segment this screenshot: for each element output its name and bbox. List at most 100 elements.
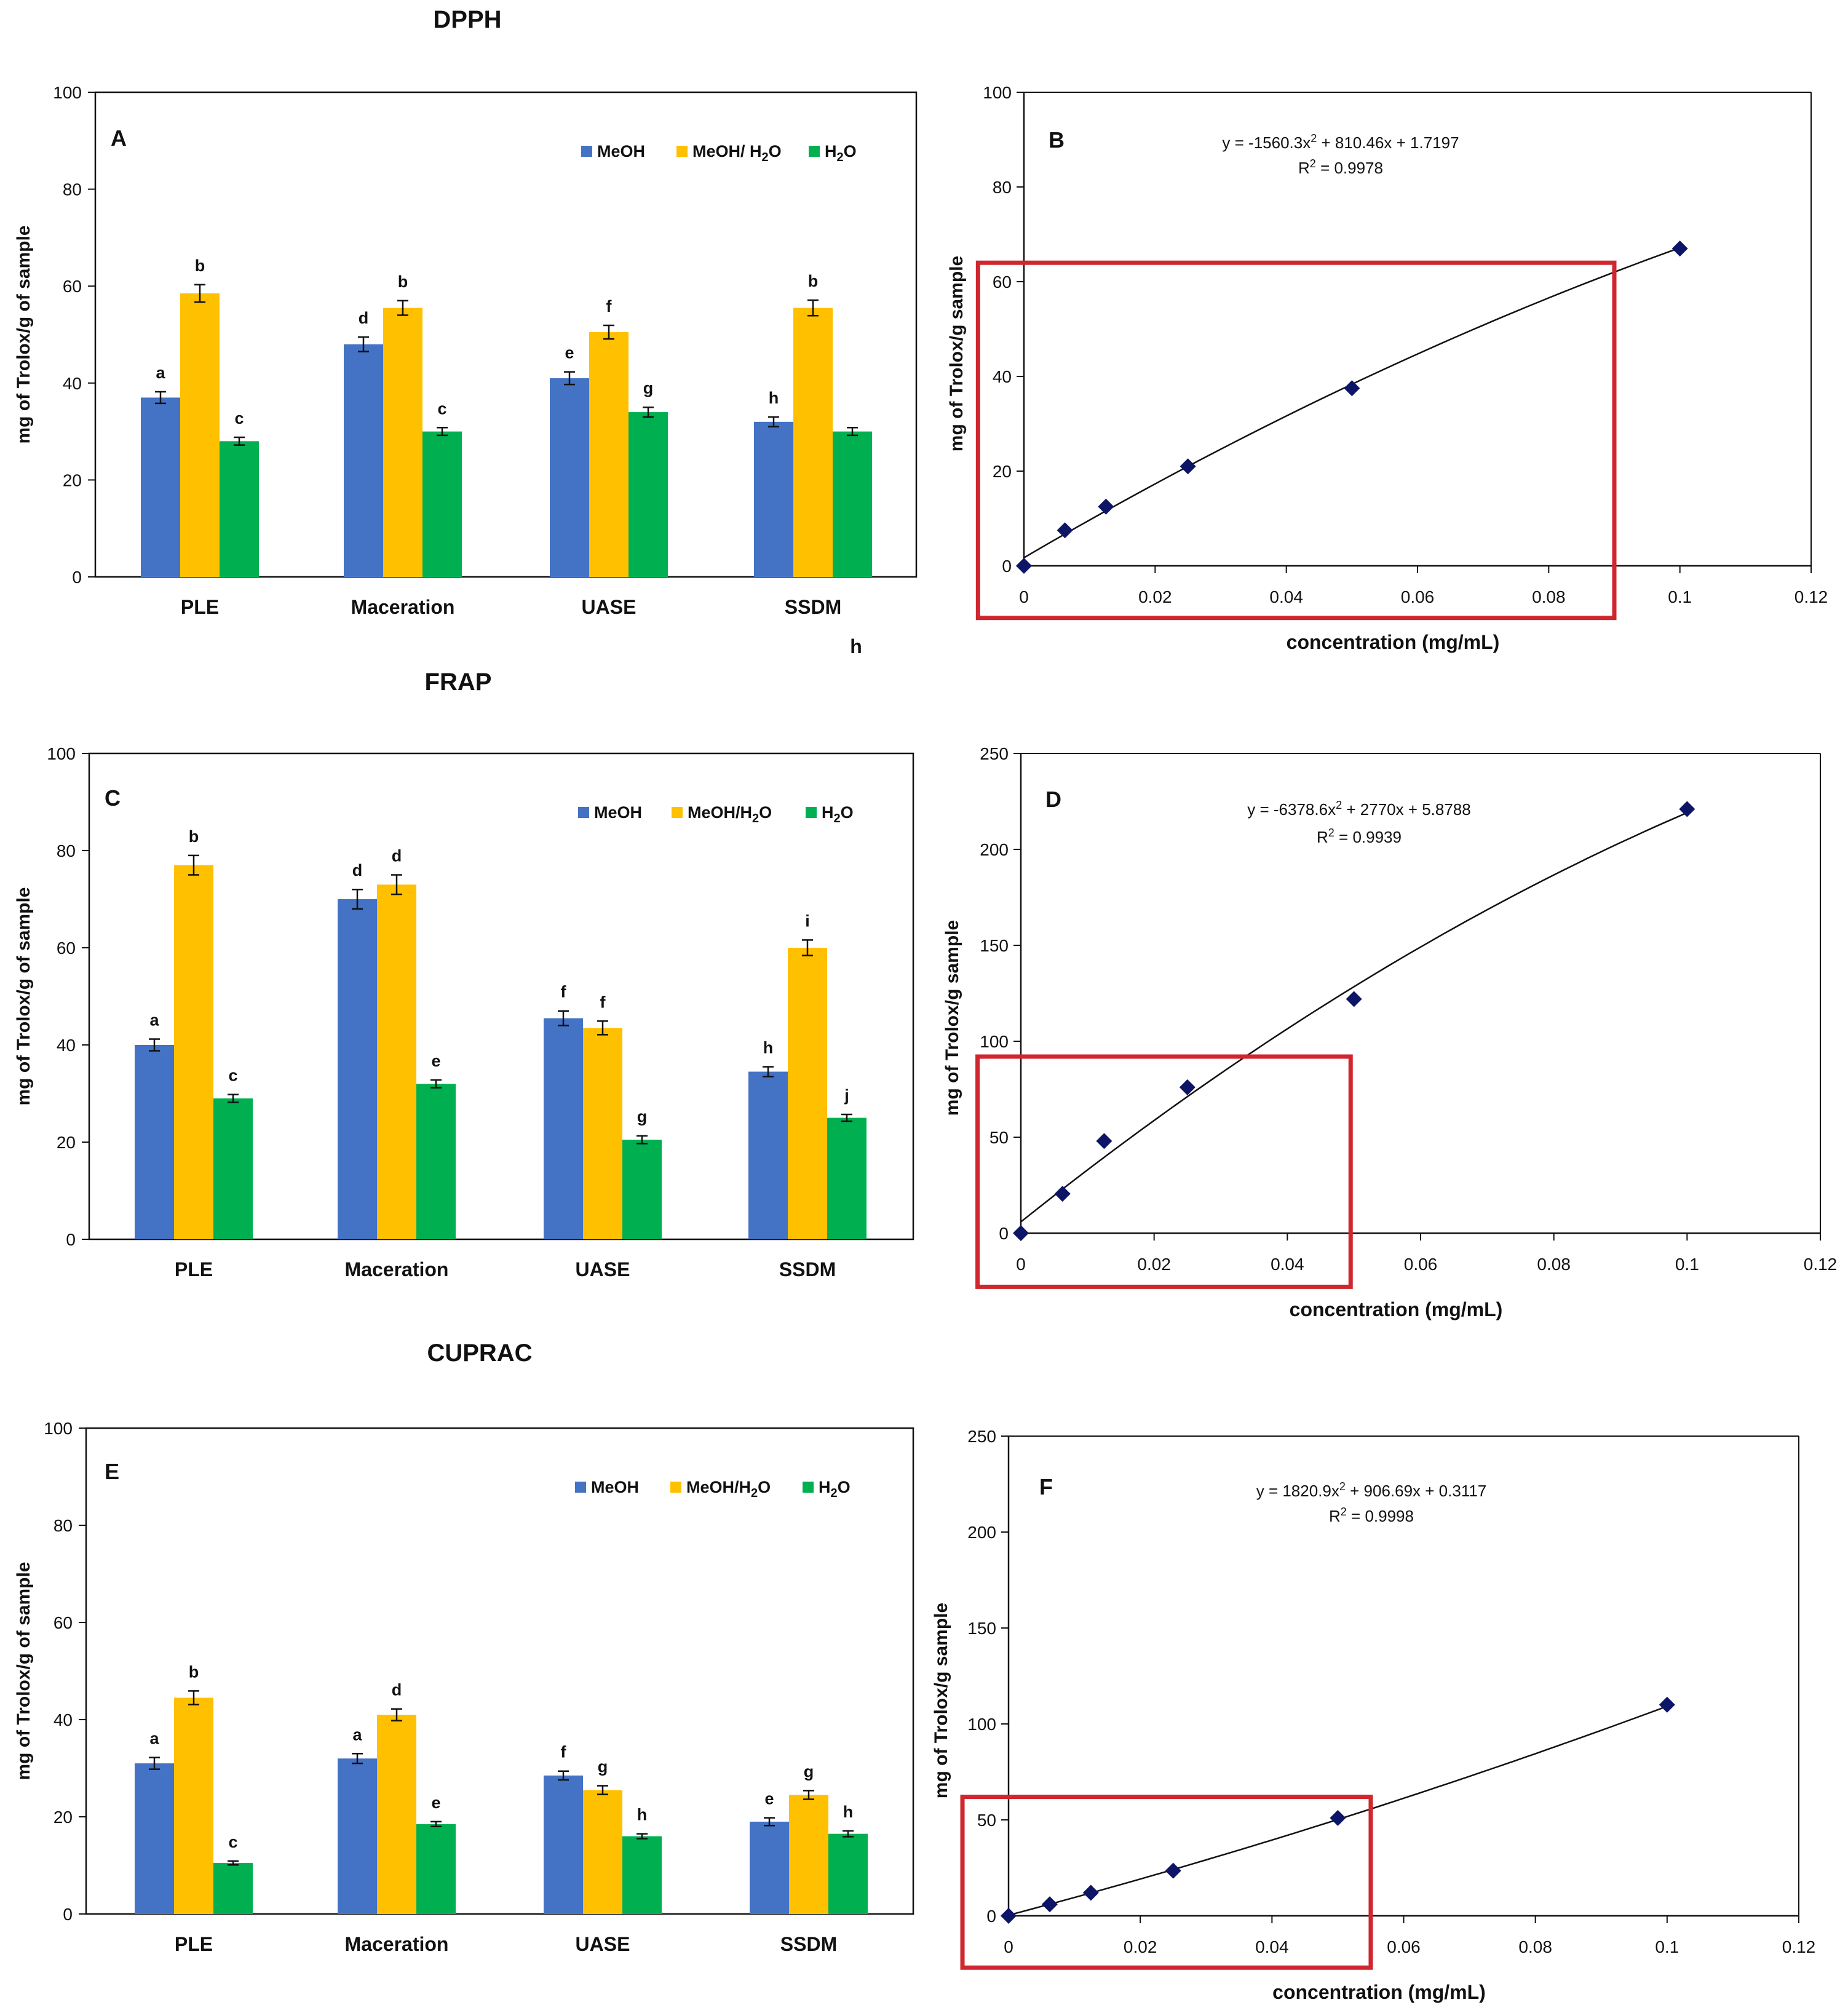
y-tick-label: 100 xyxy=(967,1715,996,1734)
plot-frame xyxy=(94,91,918,578)
y-tick-label: 100 xyxy=(980,1032,1009,1051)
legend-label: MeOH/H2O xyxy=(686,1478,771,1500)
plot-frame xyxy=(85,1427,914,1915)
x-tick-label: 0.02 xyxy=(1137,1255,1171,1274)
bar xyxy=(174,1697,213,1914)
significance-letter: h xyxy=(843,1803,854,1821)
y-tick-label: 250 xyxy=(967,1427,996,1446)
y-tick-label: 100 xyxy=(47,744,76,763)
legend-swatch xyxy=(670,1482,681,1493)
bar xyxy=(788,948,827,1239)
stray-label-h: h xyxy=(850,635,862,657)
fit-equation: y = -6378.6x2​ + 2770x + 5.8788 xyxy=(1247,799,1470,819)
data-point xyxy=(1057,522,1073,539)
bar xyxy=(180,293,220,577)
bar xyxy=(827,1118,866,1239)
legend-label: H2O xyxy=(819,1478,851,1500)
y-tick-label: 40 xyxy=(993,367,1012,386)
data-point xyxy=(1679,801,1695,817)
significance-letter: a xyxy=(156,363,165,382)
significance-letter: f xyxy=(606,297,613,316)
y-tick-label: 20 xyxy=(63,470,82,490)
data-point xyxy=(1082,1884,1099,1901)
data-point xyxy=(1180,458,1196,475)
data-point xyxy=(1346,991,1362,1007)
fit-r-squared: R2​ = 0.9998 xyxy=(1329,1506,1414,1525)
bar xyxy=(750,1821,789,1914)
x-tick-label: 0.08 xyxy=(1537,1255,1571,1274)
highlight-box xyxy=(975,260,1617,621)
y-axis-label: mg of Trolox/g sample xyxy=(946,256,967,451)
x-axis-label: concentration (mg/mL) xyxy=(1287,631,1500,653)
y-tick-label: 100 xyxy=(53,83,82,102)
data-point xyxy=(1054,1186,1071,1202)
bar xyxy=(833,431,872,577)
scatter-chart-D: 0 50 100 150 200 250 0 0.02 0.04 0.06 0.08 0.1 0.12 c… xyxy=(942,744,1837,1320)
fit-r-squared: R2​ = 0.9978 xyxy=(1298,157,1383,177)
panel-letter: A xyxy=(111,125,127,151)
significance-letter: i xyxy=(805,911,810,930)
bar xyxy=(383,308,422,577)
y-tick-label: 40 xyxy=(57,1036,76,1055)
bar xyxy=(213,1098,253,1239)
significance-letter: f xyxy=(561,983,567,1001)
y-tick-label: 20 xyxy=(993,462,1012,481)
legend-swatch xyxy=(578,807,589,818)
x-tick-label: 0.04 xyxy=(1271,1255,1304,1274)
bar xyxy=(141,397,180,577)
panel-letter: D xyxy=(1045,787,1061,812)
bar xyxy=(544,1775,583,1914)
y-tick-label: 200 xyxy=(967,1523,996,1542)
significance-letter: h xyxy=(763,1039,774,1057)
y-tick-label: 80 xyxy=(993,178,1012,197)
significance-letter: d xyxy=(352,861,363,879)
y-tick-label: 0 xyxy=(999,1224,1009,1243)
bar xyxy=(416,1824,456,1914)
y-tick-label: 20 xyxy=(54,1808,73,1827)
y-tick-label: 60 xyxy=(993,272,1012,292)
y-axis-label: mg of Trolox/g of sample xyxy=(14,887,34,1105)
y-tick-label: 60 xyxy=(57,939,76,958)
bar xyxy=(550,378,589,577)
x-tick-label: 0 xyxy=(1004,1937,1013,1956)
fit-r-squared: R2​ = 0.9939 xyxy=(1317,827,1402,846)
legend-label: MeOH xyxy=(591,1478,639,1496)
x-axis-label: concentration (mg/mL) xyxy=(1272,1981,1486,2003)
y-tick-label: 250 xyxy=(980,744,1009,763)
bar xyxy=(377,884,416,1239)
legend-label: MeOH/ H2O xyxy=(692,142,782,164)
plot-frame xyxy=(88,752,914,1241)
y-tick-label: 80 xyxy=(54,1516,73,1535)
legend-label: H2O xyxy=(825,142,857,164)
significance-letter: d xyxy=(392,847,402,865)
legend-swatch xyxy=(809,146,820,157)
x-tick-label: 0.12 xyxy=(1782,1937,1816,1956)
bar xyxy=(344,344,383,577)
bar-chart-A: 0 20 40 60 80 100 Amg of Trolox/g of sample PLE… xyxy=(14,83,918,618)
y-tick-label: 0 xyxy=(63,1905,73,1924)
panel-letter: F xyxy=(1039,1474,1053,1499)
significance-letter: a xyxy=(149,1011,159,1030)
significance-letter: c xyxy=(228,1833,237,1851)
y-axis-label: mg of Trolox/g of sample xyxy=(14,1562,34,1780)
significance-letter: b xyxy=(189,827,199,846)
data-point xyxy=(1344,380,1360,397)
category-label: UASE xyxy=(576,1933,630,1955)
significance-letter: a xyxy=(352,1725,362,1744)
y-tick-label: 20 xyxy=(57,1133,76,1152)
significance-letter: d xyxy=(359,309,369,327)
bar xyxy=(583,1790,622,1914)
bar xyxy=(416,1084,456,1239)
bar xyxy=(174,865,213,1239)
x-tick-label: 0 xyxy=(1019,587,1029,606)
legend-label: H2O xyxy=(822,803,854,825)
bar xyxy=(213,1863,253,1914)
bar xyxy=(793,308,833,577)
section-title-frap: FRAP xyxy=(425,669,492,696)
significance-letter: h xyxy=(769,389,779,407)
legend-label: MeOH xyxy=(594,803,642,822)
significance-letter: e xyxy=(764,1790,774,1808)
legend-label: MeOH/H2O xyxy=(688,803,772,825)
bar xyxy=(629,412,668,577)
